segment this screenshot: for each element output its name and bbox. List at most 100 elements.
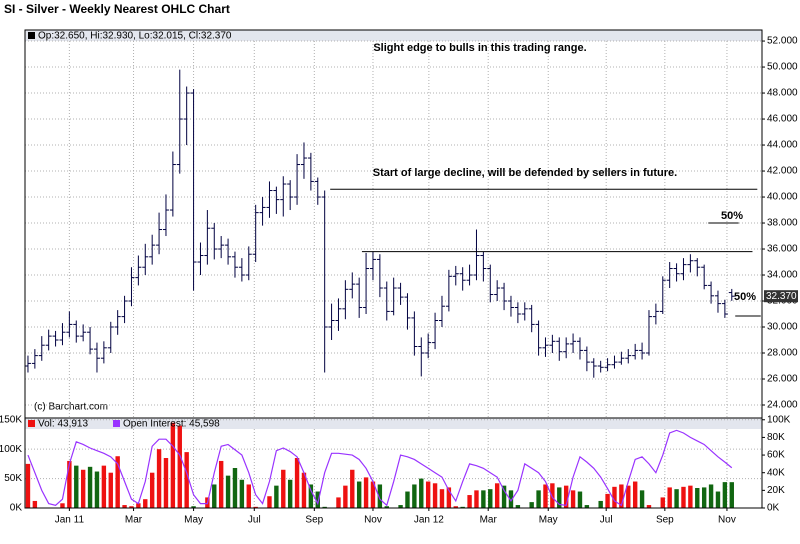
- volume-bar: [467, 495, 472, 508]
- volume-bar: [67, 460, 72, 508]
- volume-bar: [32, 500, 38, 508]
- volume-bar: [632, 481, 638, 508]
- volume-bar: [619, 484, 624, 508]
- volume-bar: [550, 483, 555, 508]
- volume-bar: [322, 506, 327, 508]
- y-tick-label: 34.000: [767, 270, 798, 281]
- volume-bar: [667, 487, 672, 508]
- volume-bar: [94, 471, 100, 508]
- annotation: 50%: [721, 210, 743, 222]
- last-price-tag: [764, 290, 798, 303]
- volume-bar: [350, 469, 355, 508]
- annotation: Slight edge to bulls in this trading ran…: [373, 42, 586, 54]
- volume-bar: [432, 483, 438, 508]
- volume-bar: [570, 490, 576, 508]
- volume-bar: [177, 425, 182, 508]
- volume-bar: [612, 486, 617, 508]
- volume-bar: [405, 491, 410, 508]
- volume-bar: [722, 482, 728, 508]
- x-tick-label: Nov: [718, 515, 736, 526]
- y2-tick-label: 40K: [767, 467, 785, 478]
- volume-bar: [529, 502, 534, 508]
- chart-title: SI - Silver - Weekly Nearest OHLC Chart: [4, 2, 230, 16]
- legend-swatch: [113, 420, 120, 427]
- volume-bar: [101, 465, 107, 508]
- y-tick-label: 48.000: [767, 88, 798, 99]
- y-tick-label: 40.000: [767, 192, 798, 203]
- volume-bar: [695, 488, 700, 508]
- volume-bar: [287, 479, 293, 508]
- y-tick-label: 52.000: [767, 36, 798, 47]
- volume-bar: [253, 506, 258, 508]
- oi-legend: Open Interest: 45,598: [123, 419, 220, 430]
- volume-bar: [25, 463, 31, 508]
- volume-bar: [294, 458, 300, 508]
- volume-bar: [115, 456, 120, 508]
- volume-bar: [460, 506, 465, 508]
- volume-bar: [446, 487, 452, 508]
- volume-bar: [598, 500, 603, 508]
- volume-bar: [543, 484, 548, 508]
- volume-bar: [508, 490, 514, 508]
- volume-bar: [453, 506, 458, 508]
- volume-bar: [584, 505, 590, 508]
- y-tick-label: 24.000: [767, 400, 798, 411]
- credit: (c) Barchart.com: [34, 402, 108, 413]
- volume-bar: [343, 485, 348, 508]
- y-tick-label: 26.000: [767, 374, 798, 385]
- volume-bar: [536, 490, 541, 508]
- x-tick-label: Jul: [600, 515, 613, 526]
- x-tick-label: Jan 11: [55, 515, 85, 526]
- volume-bar: [281, 469, 286, 508]
- volume-bar: [494, 483, 500, 508]
- volume-bar: [212, 484, 217, 508]
- volume-bar: [681, 486, 686, 508]
- x-tick-label: Jan 12: [414, 515, 444, 526]
- volume-bar: [419, 478, 424, 508]
- volume-bar: [639, 490, 645, 508]
- volume-legend: Vol: 43,913: [38, 419, 88, 430]
- volume-bar: [488, 489, 493, 508]
- volume-bar: [563, 485, 569, 508]
- volume-bar: [701, 487, 707, 508]
- y2-tick-label: 80K: [767, 432, 785, 443]
- volume-bar: [74, 465, 79, 508]
- legend-swatch: [28, 32, 35, 39]
- x-tick-label: May: [184, 515, 203, 526]
- y-tick-label: 44.000: [767, 140, 798, 151]
- volume-bar: [308, 484, 314, 508]
- y-tick-label: 150K: [0, 414, 22, 425]
- volume-bar: [412, 484, 417, 508]
- volume-bar: [688, 485, 693, 508]
- y-tick-label: 36.000: [767, 244, 798, 255]
- volume-bar: [729, 482, 734, 508]
- volume-bar: [715, 491, 721, 508]
- volume-bar: [108, 472, 113, 508]
- x-tick-label: Mar: [125, 515, 143, 526]
- y2-tick-label: 0K: [767, 503, 780, 514]
- volume-bar: [474, 490, 479, 508]
- volume-bar: [674, 489, 679, 508]
- y2-tick-label: 100K: [767, 414, 791, 425]
- volume-bar: [170, 422, 176, 508]
- last-price-label: 32.370: [766, 291, 797, 302]
- open-interest-line: [27, 429, 733, 507]
- legend-strip: [25, 30, 762, 41]
- volume-bar: [156, 449, 162, 508]
- volume-bar: [377, 484, 383, 508]
- x-tick-label: Jul: [248, 515, 261, 526]
- volume-frame: [24, 417, 763, 509]
- volume-bar: [384, 506, 389, 508]
- volume-bar: [708, 484, 714, 508]
- x-tick-label: Mar: [480, 515, 498, 526]
- price-frame: [24, 29, 763, 419]
- volume-bar: [557, 487, 562, 508]
- volume-bar: [267, 496, 272, 508]
- annotation: 50%: [734, 291, 756, 303]
- x-tick-label: Sep: [305, 515, 323, 526]
- volume-bar: [398, 505, 403, 508]
- volume-bar: [363, 477, 369, 508]
- volume-bar: [239, 479, 245, 508]
- volume-bar: [218, 460, 224, 508]
- y-tick-label: 50K: [4, 473, 22, 484]
